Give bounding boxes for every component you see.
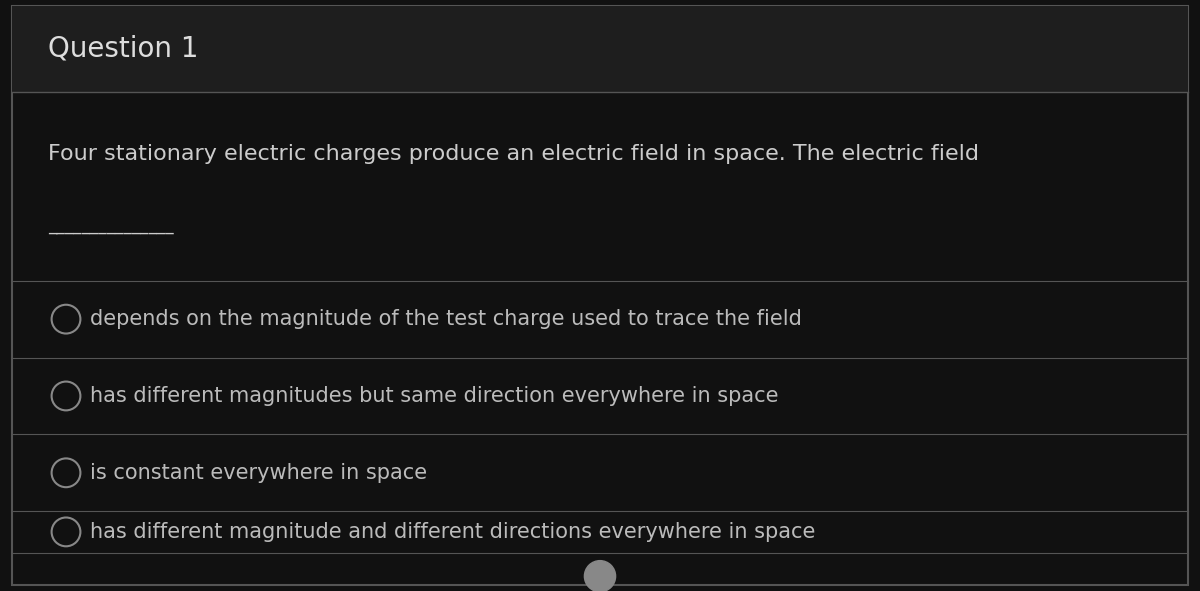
Text: _______________: _______________: [48, 216, 174, 233]
Text: depends on the magnitude of the test charge used to trace the field: depends on the magnitude of the test cha…: [90, 309, 802, 329]
Text: Four stationary electric charges produce an electric field in space. The electri: Four stationary electric charges produce…: [48, 144, 979, 164]
Text: Question 1: Question 1: [48, 35, 198, 63]
Text: has different magnitude and different directions everywhere in space: has different magnitude and different di…: [90, 522, 815, 542]
Text: is constant everywhere in space: is constant everywhere in space: [90, 463, 427, 483]
Text: has different magnitudes but same direction everywhere in space: has different magnitudes but same direct…: [90, 386, 779, 406]
